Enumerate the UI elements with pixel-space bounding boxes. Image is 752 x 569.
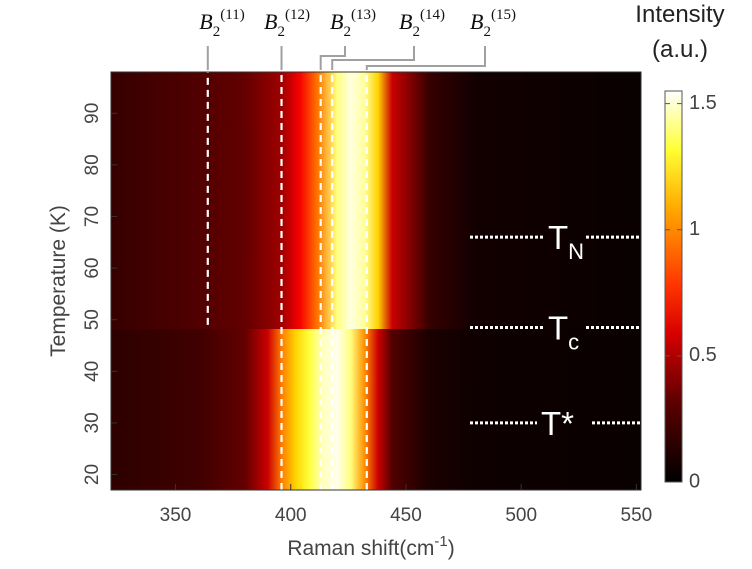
mode-connector	[331, 46, 415, 70]
y-tick-label: 30	[82, 412, 103, 433]
colorbar-tick-label: 0.5	[689, 344, 717, 366]
y-axis-ticks: 20 30 40 50 60 70 80 90	[82, 103, 117, 485]
colorbar-tick-label: 0	[689, 470, 700, 492]
transition-marker: T*	[470, 405, 641, 442]
mode-label: B2(15)	[470, 7, 516, 40]
colorbar-tick-label: 1	[689, 218, 700, 240]
mode-label: B2(13)	[330, 7, 376, 40]
colorbar-title-line1: Intensity	[635, 1, 724, 28]
x-tick-label: 550	[621, 505, 653, 526]
transition-marker: TN	[470, 219, 641, 264]
transition-marker: Tc	[470, 309, 641, 354]
x-tick-label: 450	[390, 505, 422, 526]
colorbar-ticks: 0 0.5 1 1.5	[665, 92, 717, 492]
transition-markers: TN Tc T*	[470, 219, 641, 442]
y-axis-label: Temperature (K)	[47, 205, 70, 357]
heatmap-image	[111, 72, 641, 490]
x-tick-label: 400	[275, 505, 307, 526]
colorbar-tick-label: 1.5	[689, 92, 717, 114]
colorbar-gradient	[664, 90, 683, 483]
mode-label: B2(14)	[399, 7, 445, 40]
y-tick-label: 40	[82, 361, 103, 382]
mode-label: B2(12)	[264, 7, 310, 40]
y-tick-label: 70	[82, 206, 103, 227]
phonon-mode-labels: B2(11) B2(12) B2(13) B2(14) B2(15)	[199, 7, 516, 70]
colorbar-title-line2: (a.u.)	[652, 36, 708, 63]
transition-label: Tc	[548, 309, 579, 354]
x-axis-ticks: 350 400 450 500 550	[160, 484, 653, 526]
heatmap-low-temperature-region	[111, 329, 641, 490]
y-tick-label: 80	[82, 154, 103, 175]
y-tick-label: 20	[82, 464, 103, 485]
x-tick-label: 350	[160, 505, 192, 526]
x-axis-label: Raman shift(cm-1)	[287, 533, 454, 560]
transition-label: T*	[541, 405, 574, 442]
heatmap-high-temperature-region	[111, 72, 641, 329]
phonon-mode-lines	[206, 72, 368, 490]
mode-connector	[319, 46, 346, 70]
mode-label: B2(11)	[199, 7, 244, 40]
colorbar: 0 0.5 1 1.5 Intensity (a.u.)	[635, 1, 724, 492]
y-tick-label: 60	[82, 258, 103, 279]
mode-connector	[365, 46, 486, 70]
plot-frame	[110, 71, 642, 491]
x-tick-label: 500	[505, 505, 537, 526]
transition-label: TN	[548, 219, 584, 264]
y-tick-label: 50	[82, 309, 103, 330]
y-tick-label: 90	[82, 103, 103, 124]
